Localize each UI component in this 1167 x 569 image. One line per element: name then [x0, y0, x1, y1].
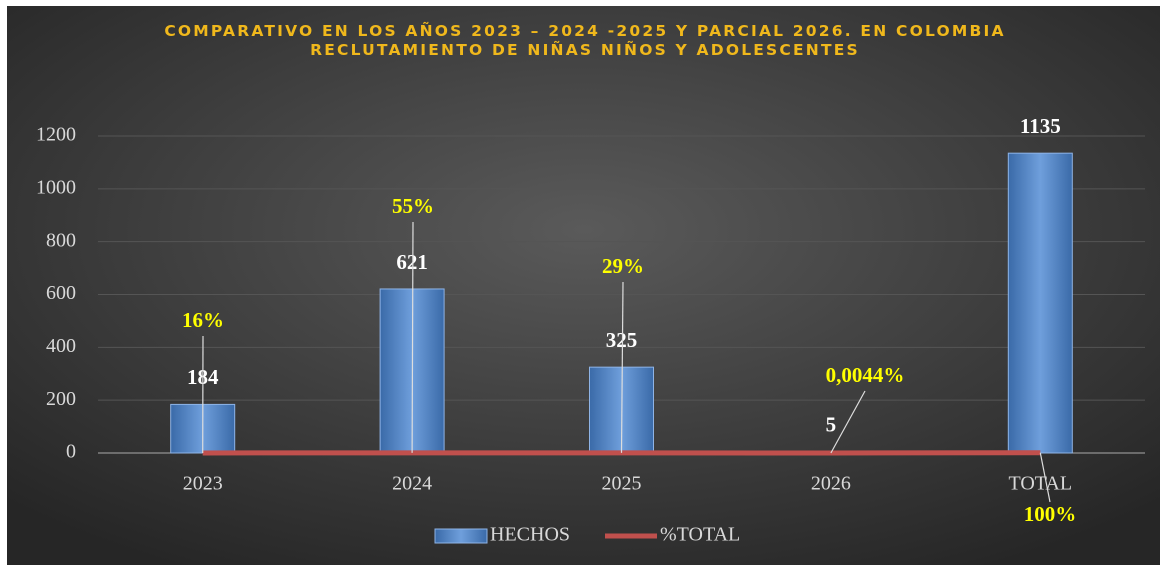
y-tick-label: 600	[46, 282, 76, 304]
x-tick-label: TOTAL	[1009, 473, 1073, 495]
x-tick-label: 2023	[183, 473, 223, 495]
line-value-label: 0,0044%	[826, 363, 905, 387]
y-tick-label: 0	[66, 441, 76, 463]
y-tick-label: 400	[46, 335, 76, 357]
x-tick-label: 2025	[602, 473, 642, 495]
x-tick-label: 2026	[811, 473, 851, 495]
leader-line	[830, 390, 866, 454]
bar-value-label: 621	[396, 250, 428, 274]
chart-background	[7, 6, 1160, 565]
chart-title: COMPARATIVO EN LOS AÑOS 2023 – 2024 -202…	[164, 22, 1006, 40]
bar	[1007, 152, 1073, 454]
legend-label: HECHOS	[490, 524, 570, 546]
bar-value-label: 325	[606, 328, 638, 352]
line-value-label: 16%	[182, 308, 224, 332]
leader-line	[1039, 452, 1051, 503]
line-value-label: 55%	[392, 194, 434, 218]
legend-swatch	[434, 528, 488, 544]
y-tick-label: 1000	[36, 176, 76, 198]
y-tick-label: 800	[46, 229, 76, 251]
titles: COMPARATIVO EN LOS AÑOS 2023 – 2024 -202…	[150, 22, 1020, 60]
bar-value-label: 5	[826, 412, 837, 436]
y-tick-label: 200	[46, 388, 76, 410]
bar-value-label: 1135	[1020, 114, 1061, 138]
leader-line	[411, 221, 414, 453]
line-value-label: 29%	[602, 254, 644, 278]
y-tick-label: 1200	[36, 124, 76, 146]
chart-subtitle: RECLUTAMIENTO DE NIÑAS NIÑOS Y ADOLESCEN…	[310, 41, 860, 59]
leader-line	[620, 281, 624, 453]
x-tick-label: 2024	[392, 473, 432, 495]
line-value-label: 100%	[1024, 502, 1077, 526]
legend-label: %TOTAL	[660, 524, 740, 546]
